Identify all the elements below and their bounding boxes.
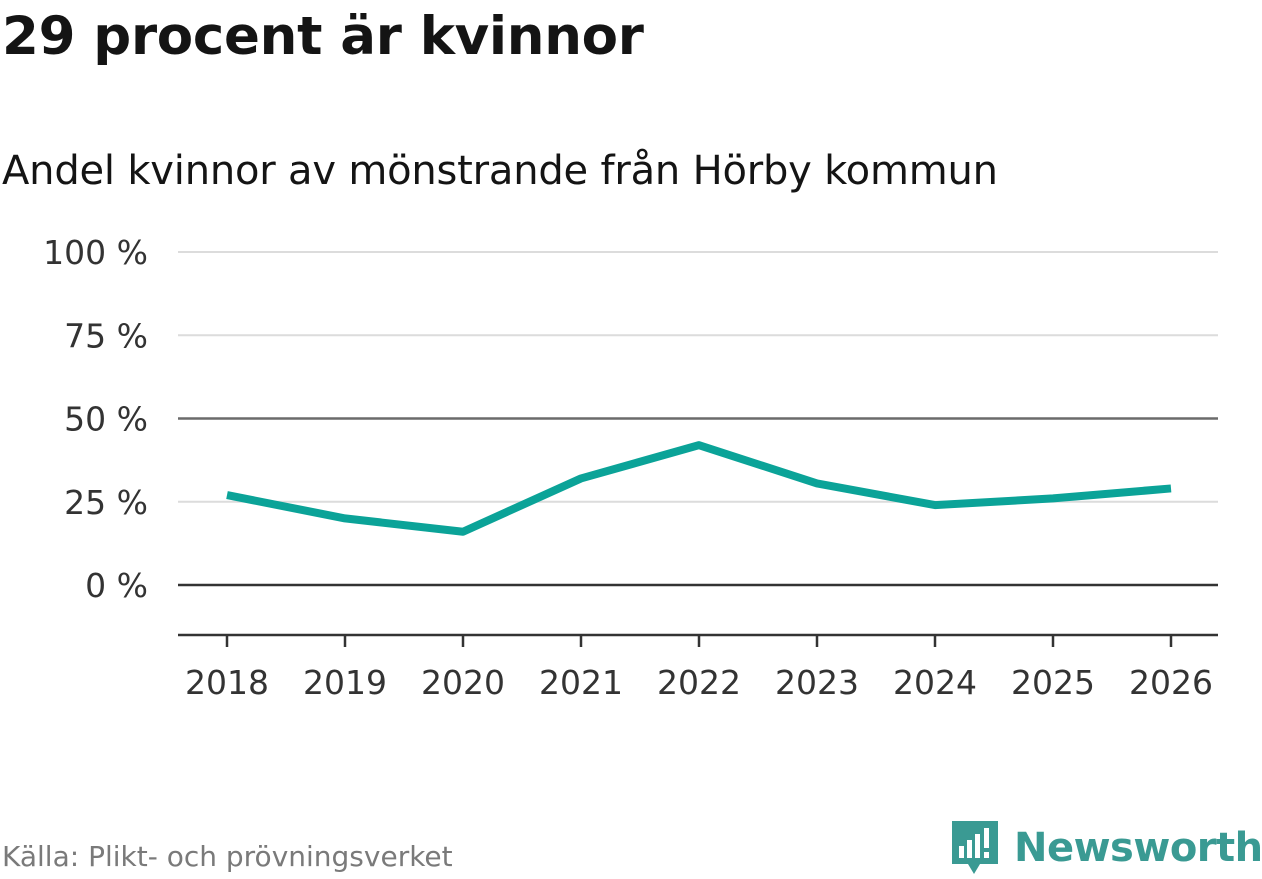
y-axis-ticks: 100 % 75 % 50 % 25 % 0 % xyxy=(43,233,148,605)
gridlines xyxy=(178,251,1218,587)
x-tick-label: 2026 xyxy=(1129,663,1213,702)
chart-title: 29 procent är kvinnor xyxy=(2,6,644,67)
chart-subtitle: Andel kvinnor av mönstrande från Hörby k… xyxy=(2,148,998,194)
brand-name: Newsworthy xyxy=(1014,825,1262,871)
brand-logo: Newsworthy xyxy=(950,818,1262,878)
x-tick-label: 2019 xyxy=(303,663,387,702)
y-tick-label: 50 % xyxy=(64,400,148,439)
series-line xyxy=(226,441,1172,536)
series-layer xyxy=(226,441,1172,536)
x-axis: 2018 2019 2020 2021 2022 2023 2024 2025 2026 xyxy=(178,633,1218,702)
x-tick-label: 2024 xyxy=(893,663,977,702)
x-tick-label: 2022 xyxy=(657,663,741,702)
y-tick-label: 0 % xyxy=(85,566,148,605)
source-note: Källa: Plikt- och prövningsverket xyxy=(2,840,453,873)
x-tick-label: 2021 xyxy=(539,663,623,702)
newsworthy-logo-icon xyxy=(952,821,998,874)
y-tick-label: 75 % xyxy=(64,316,148,355)
y-tick-label: 25 % xyxy=(64,483,148,522)
y-tick-label: 100 % xyxy=(43,233,148,272)
x-tick-label: 2018 xyxy=(185,663,269,702)
x-tick-label: 2023 xyxy=(775,663,859,702)
x-tick-label: 2020 xyxy=(421,663,505,702)
x-tick-label: 2025 xyxy=(1011,663,1095,702)
